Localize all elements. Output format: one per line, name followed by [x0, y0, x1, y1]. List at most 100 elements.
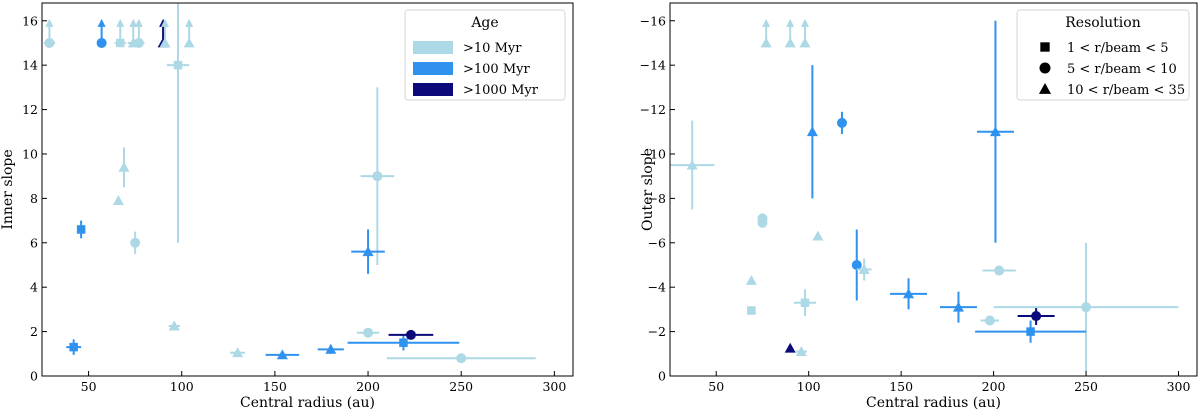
- marker-triangle: [784, 342, 796, 353]
- legend-box: [1016, 9, 1190, 101]
- marker-circle: [456, 353, 467, 364]
- marker-circle: [757, 217, 768, 228]
- data-point-inner-11: [76, 220, 86, 239]
- legend-label: >100 Myr: [463, 62, 530, 77]
- data-point-outer-17: [747, 306, 756, 315]
- legend-marker-square: [1040, 42, 1050, 52]
- y-tick-label: −4: [648, 280, 666, 295]
- y-tick-label: −12: [640, 102, 666, 117]
- y-tick-label: 8: [30, 191, 38, 206]
- legend-marker-circle: [1039, 62, 1051, 74]
- y-tick-label: 16: [22, 13, 38, 28]
- data-point-inner-9: [118, 147, 130, 188]
- legend-marker-triangle: [1038, 82, 1052, 94]
- marker-triangle: [903, 288, 915, 299]
- limit-arrow-head: [160, 18, 169, 27]
- marker-triangle: [362, 246, 374, 257]
- axes-frame: [669, 2, 1198, 377]
- data-point-outer-22: [784, 342, 796, 353]
- data-point-outer-11: [856, 258, 872, 281]
- x-tick-label: 250: [1074, 379, 1098, 394]
- marker-triangle: [799, 37, 811, 48]
- data-point-outer-1: [784, 18, 796, 48]
- legend-title: Resolution: [1065, 15, 1140, 31]
- marker-triangle: [686, 159, 698, 170]
- y-tick-label: 2: [30, 324, 38, 339]
- marker-circle: [994, 265, 1005, 276]
- legend-entry: 5 < r/beam < 10: [1039, 62, 1177, 77]
- data-point-outer-23: [795, 346, 807, 356]
- limit-arrow-head: [800, 18, 809, 27]
- y-tick-label: −16: [640, 13, 666, 28]
- legend-label: 10 < r/beam < 35: [1067, 83, 1185, 98]
- marker-square: [69, 342, 78, 352]
- data-points: [43, 3, 536, 364]
- data-point-inner-1: [96, 18, 107, 48]
- y-tick-label: 6: [30, 235, 38, 250]
- marker-triangle: [784, 37, 796, 48]
- data-point-inner-7: [183, 18, 195, 48]
- legend-entry: 1 < r/beam < 5: [1040, 41, 1169, 56]
- data-point-inner-15: [66, 339, 82, 355]
- data-point-outer-19: [1017, 307, 1055, 325]
- data-point-inner-17: [230, 347, 246, 358]
- legend: Resolution 1 < r/beam < 5 5 < r/beam < 10 1…: [1016, 9, 1190, 101]
- data-point-outer-20: [993, 242, 1179, 372]
- legend-box: [404, 9, 566, 101]
- data-point-outer-2: [799, 18, 811, 48]
- y-tick-label: −8: [648, 191, 666, 206]
- data-point-outer-15: [890, 278, 928, 310]
- x-axis-label: Central radius (au): [240, 395, 375, 411]
- marker-triangle: [112, 195, 124, 206]
- marker-triangle: [276, 349, 288, 360]
- marker-circle: [96, 37, 107, 48]
- marker-square: [1026, 327, 1035, 336]
- marker-triangle: [183, 37, 195, 48]
- data-point-outer-6: [976, 20, 1014, 243]
- data-point-outer-13: [982, 265, 1016, 276]
- marker-triangle: [745, 275, 757, 285]
- limit-arrow-head: [45, 18, 54, 27]
- legend-label: >1000 Myr: [463, 83, 539, 98]
- marker-square: [747, 306, 756, 315]
- data-point-outer-21: [975, 320, 1087, 343]
- data-point-inner-10: [112, 195, 124, 206]
- marker-circle: [405, 329, 416, 340]
- marker-triangle: [806, 126, 818, 137]
- legend-swatch: [413, 83, 453, 96]
- limit-arrow-head: [134, 18, 143, 27]
- data-point-inner-13: [360, 87, 395, 265]
- x-tick-label: 50: [708, 379, 724, 394]
- data-point-inner-19: [317, 343, 344, 354]
- marker-circle: [133, 37, 144, 48]
- limit-arrow-head: [185, 18, 194, 27]
- x-tick-label: 150: [889, 379, 913, 394]
- y-tick-label: −2: [648, 324, 666, 339]
- marker-triangle: [325, 343, 337, 354]
- data-point-outer-10: [851, 229, 862, 301]
- legend-entry: >100 Myr: [413, 62, 530, 77]
- x-axis-label: Central radius (au): [866, 395, 1001, 411]
- marker-circle: [1081, 302, 1092, 313]
- data-point-inner-12: [130, 231, 141, 254]
- y-tick-label: −14: [640, 58, 666, 73]
- legend-entry: >1000 Myr: [413, 83, 539, 98]
- marker-square: [116, 38, 125, 48]
- x-tick-label: 200: [356, 379, 380, 394]
- x-tick-label: 300: [542, 379, 566, 394]
- marker-triangle: [760, 37, 772, 48]
- data-point-outer-14: [793, 289, 817, 317]
- legend-entry: >10 Myr: [413, 41, 522, 56]
- marker-triangle: [812, 230, 824, 241]
- limit-arrow-head: [762, 18, 771, 27]
- legend-title: Age: [470, 15, 498, 31]
- data-point-outer-12: [745, 275, 757, 285]
- y-tick-label: −10: [640, 146, 666, 161]
- x-tick-label: 200: [982, 379, 1006, 394]
- data-point-outer-8: [757, 217, 768, 228]
- y-axis-label: Inner slope: [0, 149, 16, 229]
- marker-circle: [44, 37, 55, 48]
- data-point-inner-8: [166, 3, 190, 243]
- x-tick-label: 150: [263, 379, 287, 394]
- data-point-inner-14: [351, 229, 385, 274]
